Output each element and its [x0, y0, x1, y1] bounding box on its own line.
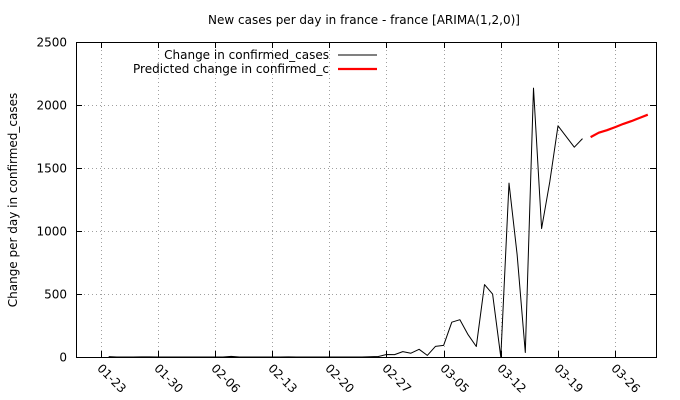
x-tick-label: 02-27 [379, 361, 414, 396]
series-group [108, 87, 649, 358]
y-tick-label: 1000 [36, 225, 67, 239]
chart-title: New cases per day in france - france [AR… [208, 13, 520, 27]
x-tick-label: 01-30 [151, 361, 186, 396]
y-tick-label: 2500 [36, 36, 67, 50]
grid [76, 42, 656, 357]
y-axis: 0 500 1000 1500 2000 2500 [36, 36, 656, 365]
y-tick-label: 1500 [36, 162, 67, 176]
x-tick-label: 01-23 [94, 361, 129, 396]
x-tick-label: 02-13 [265, 361, 300, 396]
x-tick-label: 03-05 [437, 361, 472, 396]
series-line-2 [590, 113, 649, 139]
x-tick-label: 03-12 [494, 361, 529, 396]
legend-label: Change in confirmed_cases [164, 48, 329, 62]
x-tick-label: 03-19 [551, 361, 586, 396]
y-tick-label: 0 [59, 351, 67, 365]
x-axis: 01-23 01-30 02-06 02-13 02-20 02-27 03-05 03-12… [94, 42, 643, 396]
y-axis-label: Change per day in confirmed_cases [6, 93, 20, 308]
y-tick-label: 2000 [36, 99, 67, 113]
x-tick-label: 02-20 [322, 361, 357, 396]
series-line-1 [108, 87, 583, 358]
plot-border [76, 42, 657, 358]
x-tick-label: 03-26 [608, 361, 643, 396]
legend-label: Predicted change in confirmed_c [133, 62, 329, 76]
y-tick-label: 500 [44, 288, 67, 302]
x-tick-label: 02-06 [208, 361, 243, 396]
